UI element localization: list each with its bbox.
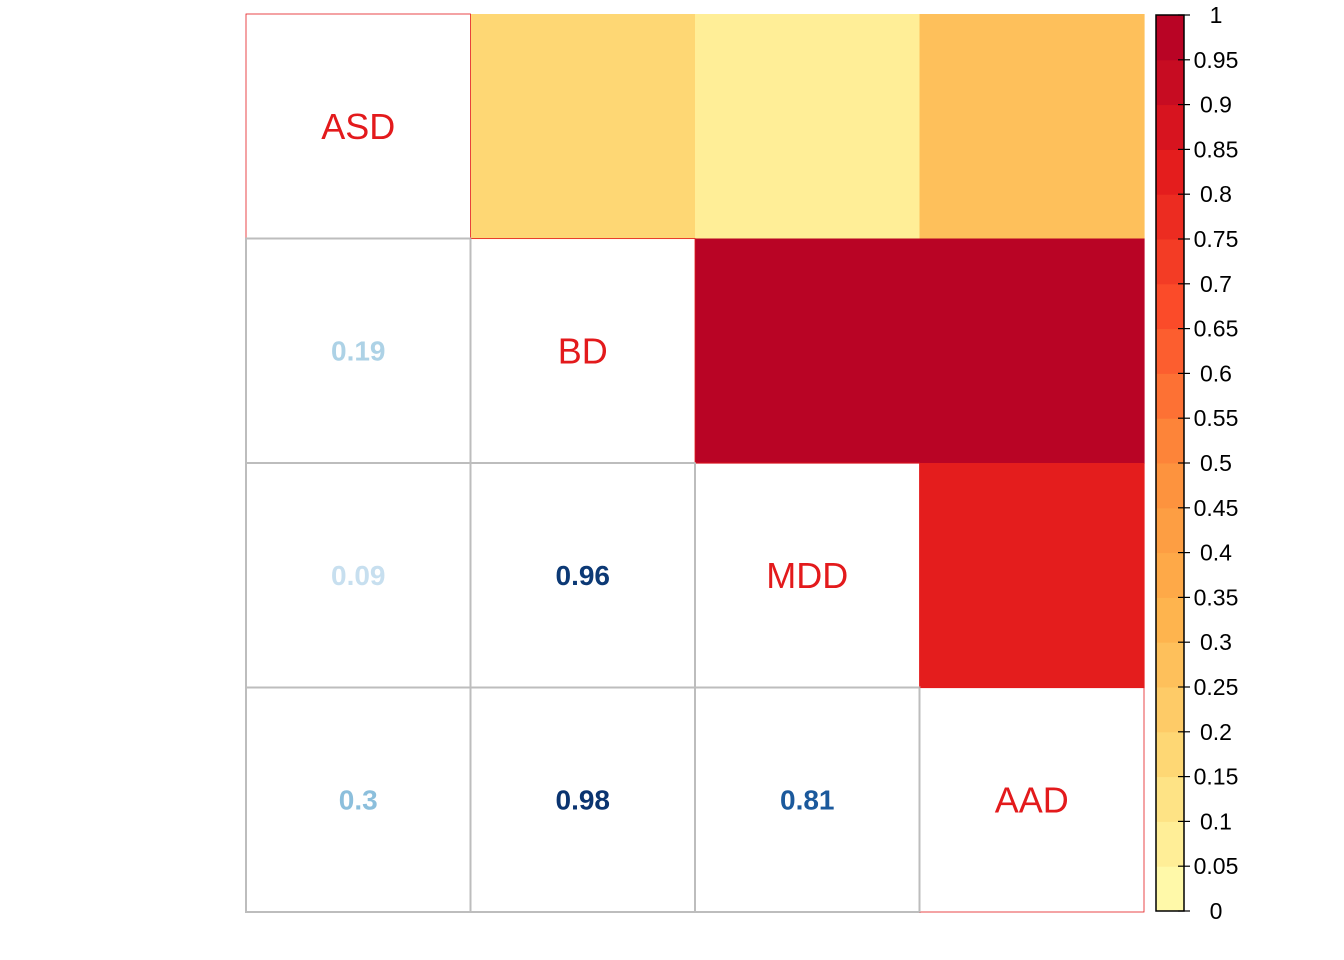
value-label-BD-ASD: 0.19 [331,335,386,366]
value-label-MDD-ASD: 0.09 [331,560,386,591]
colorbar-tick-label-9: 0.45 [1194,495,1239,521]
variable-label-MDD: MDD [766,555,848,596]
colorbar-bin-6 [1156,597,1184,643]
colorbar: 0 0.05 0.1 0.15 0.2 0.25 0.3 0.35 0.4 0.45 0.5 0.55… [1155,2,1239,924]
value-label-MDD-BD: 0.96 [556,560,611,591]
colorbar-tick-label-17: 0.85 [1194,136,1239,162]
colorbar-tick-label-0: 0 [1210,898,1223,924]
colorbar-bin-4 [1156,687,1184,733]
heatmap-cell-ASD-MDD [695,14,921,240]
colorbar-bin-17 [1156,104,1184,150]
heatmap-cell-ASD-BD [470,14,696,240]
heatmap-cells [470,14,1145,689]
colorbar-bin-18 [1156,59,1184,106]
colorbar-bin-11 [1156,373,1184,419]
colorbar-tick-label-15: 0.75 [1194,226,1239,252]
colorbar-bin-7 [1156,552,1184,598]
colorbar-bin-16 [1156,149,1184,195]
colorbar-tick-label-7: 0.35 [1194,584,1239,610]
colorbar-tick-label-19: 0.95 [1194,47,1239,73]
colorbar-bin-3 [1156,731,1184,778]
colorbar-bin-5 [1156,642,1184,688]
colorbar-tick-label-14: 0.7 [1200,271,1232,297]
value-label-AAD-MDD: 0.81 [780,784,835,815]
colorbar-tick-label-16: 0.8 [1200,181,1232,207]
colorbar-bin-12 [1156,328,1184,374]
colorbar-tick-label-5: 0.25 [1194,674,1239,700]
colorbar-tick-label-3: 0.15 [1194,764,1239,790]
colorbar-bin-19 [1156,15,1184,61]
colorbar-tick-label-13: 0.65 [1194,316,1239,342]
variable-label-AAD: AAD [995,779,1069,820]
variable-label-BD: BD [558,330,608,371]
heatmap-cell-BD-MDD [695,238,921,464]
colorbar-bin-10 [1156,418,1184,464]
colorbar-bin-0 [1156,866,1184,912]
variable-label-ASD: ASD [321,106,395,147]
colorbar-bin-9 [1156,463,1184,509]
value-label-AAD-BD: 0.98 [556,784,611,815]
colorbar-tick-label-11: 0.55 [1194,405,1239,431]
colorbar-tick-label-20: 1 [1210,2,1223,28]
colorbar-bin-14 [1156,239,1184,285]
cell-labels: ASD BD MDD AAD 0.19 0.09 0.96 0.3 0.98 0.81 [321,106,1069,821]
colorbar-bin-8 [1156,507,1184,554]
colorbar-tick-label-6: 0.3 [1200,629,1232,655]
heatmap-cell-MDD-AAD [919,463,1145,689]
colorbar-tick-label-18: 0.9 [1200,92,1232,118]
colorbar-tick-label-12: 0.6 [1200,360,1232,386]
colorbar-bin-13 [1156,283,1184,330]
colorbar-tick-label-1: 0.05 [1194,853,1239,879]
value-label-AAD-ASD: 0.3 [339,784,378,815]
heatmap-cell-BD-AAD [919,238,1145,464]
colorbar-bin-1 [1156,821,1184,867]
colorbar-bin-15 [1156,194,1184,240]
colorbar-tick-label-10: 0.5 [1200,450,1232,476]
grid-lines [245,13,1145,913]
heatmap-cell-ASD-AAD [919,14,1145,240]
colorbar-tick-label-8: 0.4 [1200,540,1232,566]
colorbar-tick-label-4: 0.2 [1200,719,1232,745]
colorbar-tick-label-2: 0.1 [1200,808,1232,834]
colorbar-bin-2 [1156,776,1184,822]
